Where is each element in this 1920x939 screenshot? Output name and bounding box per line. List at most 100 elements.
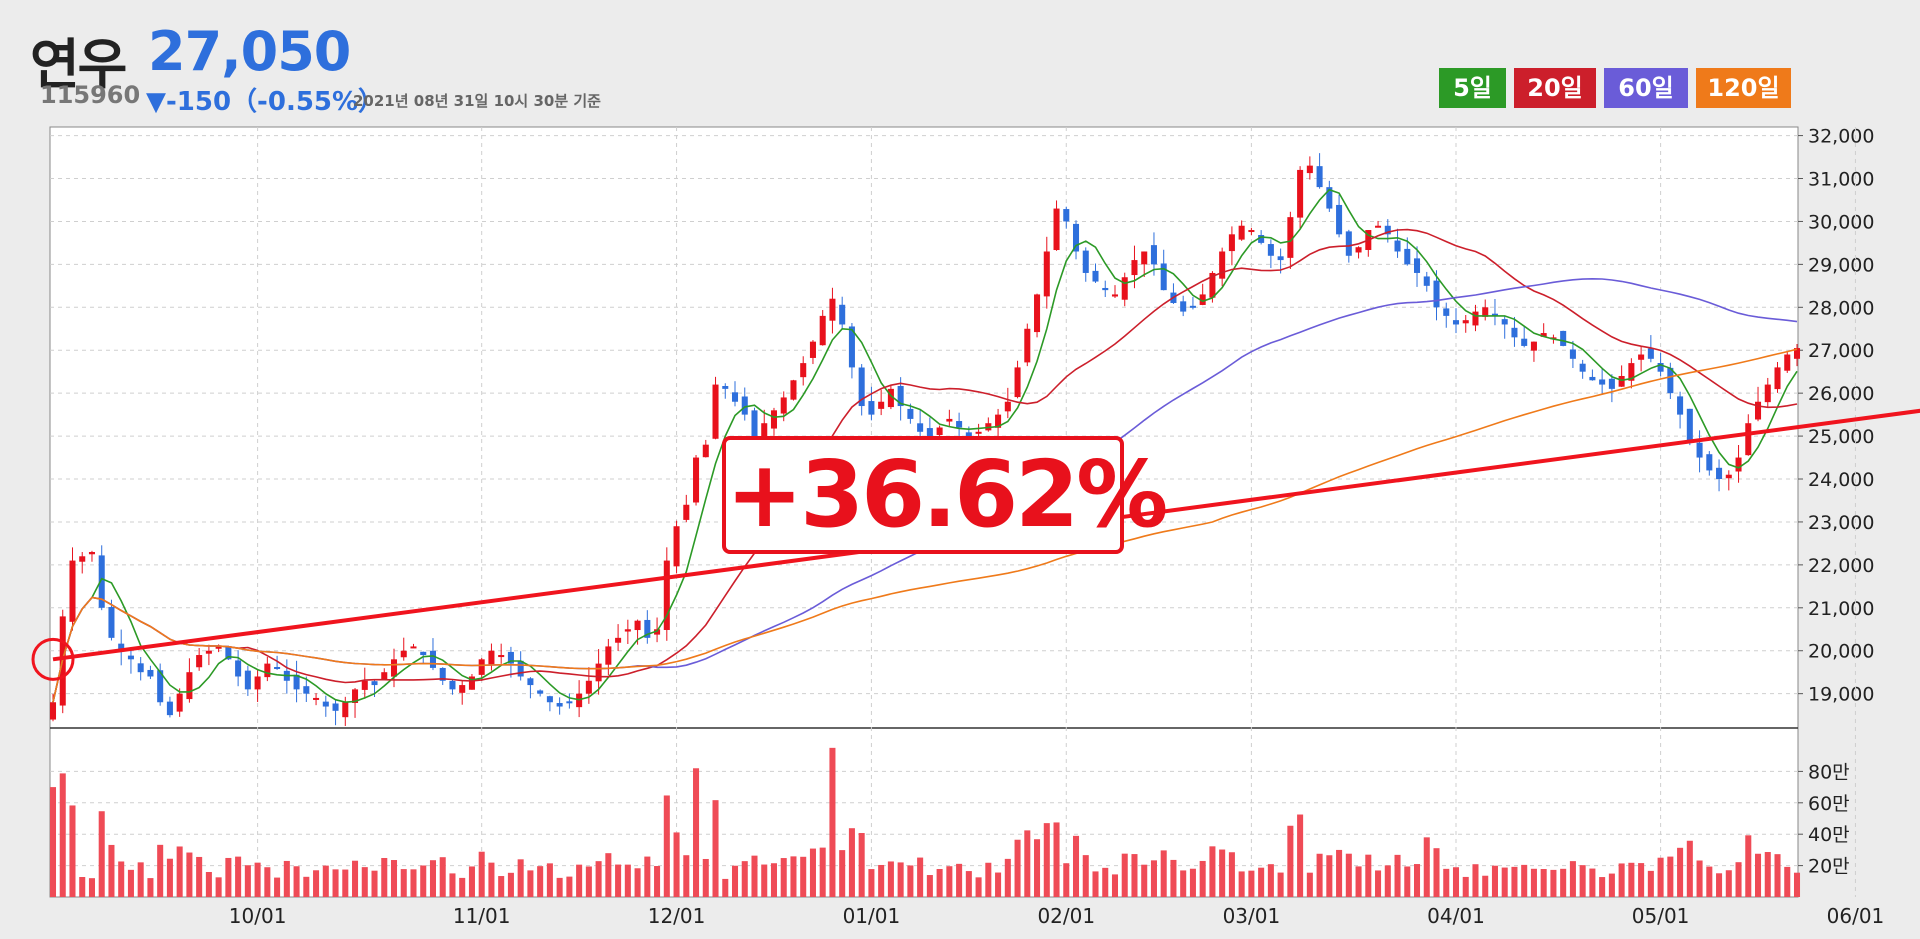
volume-bar (1111, 874, 1119, 897)
volume-bar (1326, 855, 1333, 897)
candle-body (1784, 354, 1791, 371)
candle-body (1638, 354, 1645, 360)
candle-body (712, 384, 719, 439)
volume-tick-label: 80만 (1808, 761, 1850, 783)
volume-bar (1209, 846, 1216, 897)
volume-bar (1550, 869, 1557, 897)
volume-bar (303, 876, 310, 897)
ma-60-button[interactable]: 60일 (1604, 68, 1688, 108)
candle-body (517, 660, 524, 677)
volume-bar (965, 871, 972, 897)
volume-bar (1306, 872, 1313, 897)
volume-bar (371, 870, 378, 897)
candle-body (634, 620, 641, 631)
volume-bar (907, 865, 914, 897)
volume-bar (205, 871, 212, 897)
volume-bar (1452, 867, 1460, 897)
volume-bar (790, 856, 797, 897)
candle-body (507, 651, 514, 664)
candle-body (1092, 270, 1099, 282)
candle-body (741, 396, 748, 415)
candle-body (1618, 375, 1625, 387)
volume-bar (1735, 862, 1742, 897)
volume-bar (1784, 866, 1791, 897)
volume-bar (137, 862, 144, 897)
volume-bar (1014, 839, 1021, 897)
volume-bar (1686, 840, 1693, 897)
ma-5-button[interactable]: 5일 (1439, 68, 1506, 108)
volume-bar (1560, 868, 1567, 897)
volume-bar (1034, 839, 1041, 897)
candle-body (1297, 169, 1304, 218)
volume-bar (69, 805, 76, 897)
volume-bar (1258, 867, 1265, 897)
candle-body (1316, 166, 1323, 188)
volume-bar (283, 860, 290, 897)
ma-20-button[interactable]: 20일 (1514, 68, 1596, 108)
candle-body (1121, 277, 1128, 300)
candle-body (1306, 165, 1313, 174)
candle-body (352, 689, 359, 704)
candle-body (1530, 341, 1537, 351)
volume-bar (517, 859, 524, 897)
candle-body (332, 703, 339, 711)
volume-bar (1082, 855, 1089, 897)
candle-body (1764, 384, 1771, 403)
candle-body (1755, 401, 1762, 420)
candle-body (878, 401, 885, 409)
candle-body (176, 693, 183, 712)
volume-bar (1764, 852, 1771, 897)
candle-body (1579, 363, 1586, 372)
volume-bar (1647, 870, 1654, 897)
candle-body (1735, 457, 1742, 472)
volume-bar (1024, 830, 1031, 897)
volume-bar (800, 856, 807, 897)
candle-body (829, 298, 836, 321)
volume-bar (186, 852, 193, 897)
candle-body (809, 341, 816, 358)
volume-bar (1716, 873, 1723, 897)
candle-body (118, 643, 125, 651)
volume-bar (1345, 853, 1352, 897)
date-tick-label: 12/01 (648, 904, 706, 928)
candle-body (1657, 362, 1664, 372)
candle-body (566, 701, 573, 704)
candle-body (537, 690, 544, 694)
ma-120-button[interactable]: 120일 (1696, 68, 1791, 108)
volume-bar (956, 863, 963, 897)
date-tick-label: 02/01 (1037, 904, 1095, 928)
price-tick-label: 25,000 (1808, 426, 1874, 448)
volume-bar (459, 877, 466, 897)
volume-bar (1540, 869, 1547, 897)
volume-bar (196, 856, 203, 897)
volume-bar (527, 870, 534, 897)
volume-bar (1287, 825, 1294, 897)
volume-bar (926, 875, 933, 897)
candle-body (887, 388, 894, 408)
candle-body (1774, 367, 1781, 390)
volume-bar (478, 851, 485, 897)
volume-bar (1414, 864, 1421, 897)
volume-bar (1579, 865, 1586, 897)
candle-body (1248, 230, 1255, 233)
trend-line (52, 408, 1920, 662)
candle-body (848, 326, 855, 368)
candle-body (1491, 313, 1498, 316)
candle-body (1569, 349, 1576, 359)
volume-bar (1199, 860, 1206, 897)
candle-body (439, 667, 446, 681)
volume-tick-label: 60만 (1808, 793, 1850, 815)
candle-body (244, 670, 251, 690)
volume-bar (975, 877, 982, 897)
volume-bar (848, 828, 855, 897)
volume-bar (858, 833, 865, 897)
volume-bar (1131, 854, 1138, 897)
candle-body (995, 414, 1002, 428)
candle-body (1258, 235, 1265, 243)
candle-body (166, 701, 173, 716)
candle-body (1706, 454, 1713, 471)
volume-bar (1774, 854, 1781, 897)
volume-bar (293, 866, 300, 897)
volume-bar (1121, 853, 1128, 897)
candle-body (858, 367, 865, 407)
